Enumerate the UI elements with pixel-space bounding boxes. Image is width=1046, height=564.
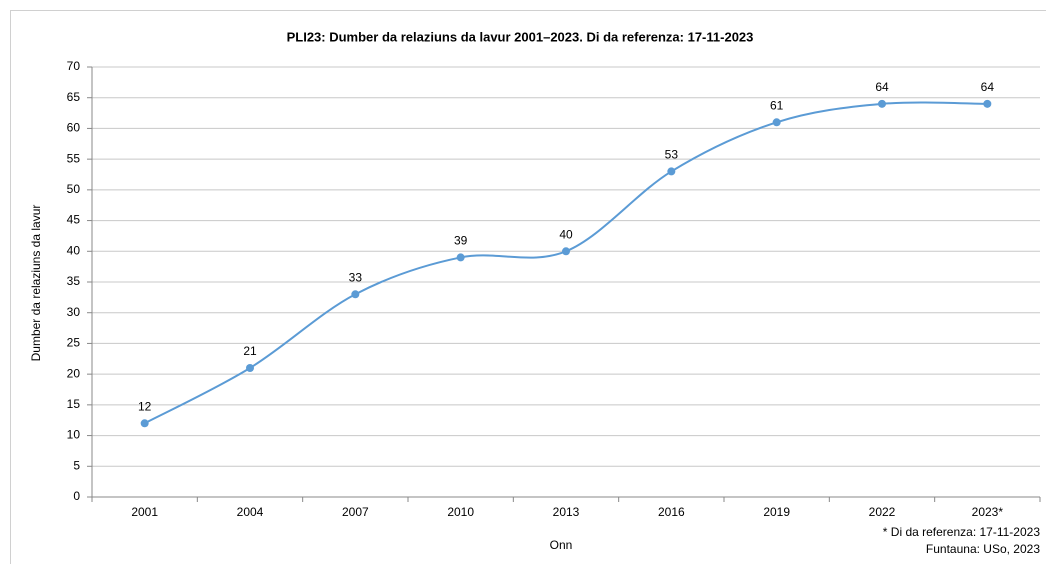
chart-title: PLI23: Dumber da relaziuns da lavur 2001… — [287, 29, 754, 44]
data-label: 40 — [559, 227, 573, 241]
data-point — [562, 247, 570, 256]
data-label: 21 — [243, 344, 257, 358]
y-tick-label: 25 — [67, 336, 81, 350]
y-axis-label: Dumber da relaziuns da lavur — [29, 205, 43, 362]
data-point — [351, 290, 360, 299]
data-point — [878, 99, 886, 108]
y-tick-label: 30 — [67, 305, 81, 319]
data-line — [144, 101, 988, 425]
data-label: 53 — [665, 148, 679, 162]
footnote: * Di da referenza: 17-11-2023 — [883, 525, 1041, 539]
y-tick-label: 65 — [67, 90, 81, 104]
data-point — [983, 99, 992, 108]
data-point — [246, 364, 254, 372]
x-tick-label: 2001 — [131, 505, 158, 519]
data-label: 61 — [770, 98, 784, 112]
data-point — [456, 253, 465, 262]
y-tick-label: 60 — [67, 121, 81, 135]
x-tick-label: 2010 — [447, 505, 474, 519]
y-tick-label: 50 — [67, 182, 81, 196]
data-label: 12 — [138, 399, 152, 413]
data-point — [667, 167, 676, 176]
data-point — [772, 118, 781, 127]
y-tick-label: 20 — [67, 366, 81, 380]
y-tick-label: 0 — [73, 489, 80, 503]
y-tick-label: 15 — [67, 397, 81, 411]
x-tick-label: 2022 — [869, 505, 896, 519]
x-tick-label: 2007 — [342, 505, 369, 519]
x-tick-label: 2019 — [763, 505, 790, 519]
y-tick-label: 70 — [67, 59, 81, 73]
y-tick-label: 35 — [67, 274, 81, 288]
data-label: 39 — [454, 234, 468, 248]
source-note: Funtauna: USo, 2023 — [926, 542, 1040, 556]
x-tick-label: 2023* — [972, 505, 1004, 519]
y-tick-label: 55 — [67, 151, 81, 165]
y-tick-label: 40 — [67, 243, 81, 257]
chart-frame — [10, 10, 1046, 564]
y-tick-label: 10 — [67, 428, 81, 442]
x-tick-label: 2004 — [237, 505, 264, 519]
x-tick-label: 2016 — [658, 505, 685, 519]
y-tick-label: 5 — [73, 458, 80, 472]
data-label: 33 — [349, 270, 363, 284]
data-label: 64 — [875, 80, 889, 94]
x-tick-label: 2013 — [553, 505, 580, 519]
x-axis-label: Onn — [550, 538, 573, 552]
data-label: 64 — [981, 80, 995, 94]
data-point — [140, 419, 149, 428]
y-tick-label: 45 — [67, 213, 81, 227]
